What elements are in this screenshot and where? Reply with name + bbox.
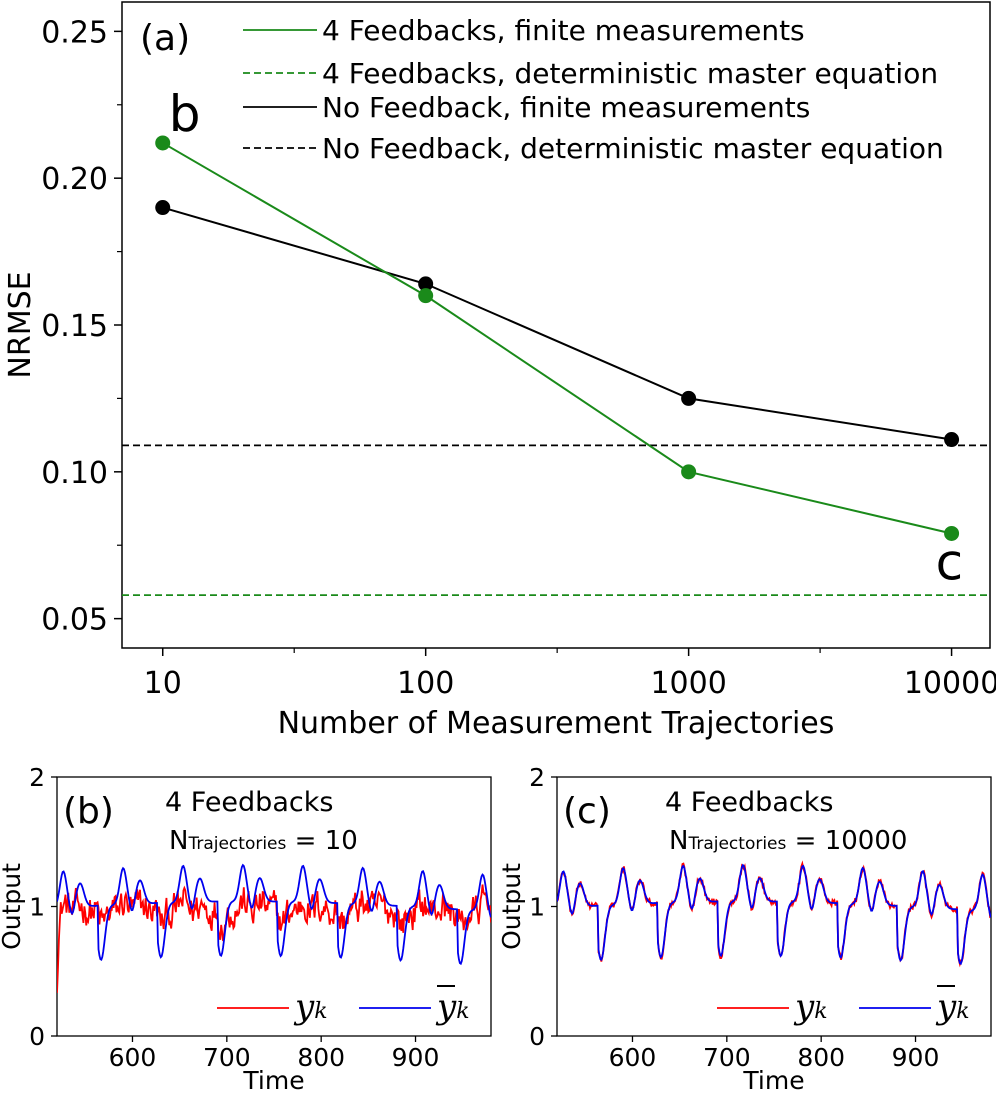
y-tick-label: 0.05 — [41, 603, 108, 638]
y-axis-label: Output — [497, 863, 526, 950]
x-tick-label: 900 — [892, 1043, 940, 1072]
subscript: k — [956, 999, 969, 1024]
y-tick-label: 0.20 — [41, 162, 108, 197]
y-axis-label: Output — [0, 863, 26, 950]
x-axis-label: Time — [742, 1066, 804, 1095]
data-point — [944, 525, 960, 541]
y-tick-label: 0 — [529, 1022, 545, 1051]
data-point — [155, 200, 171, 216]
series-line — [162, 142, 952, 535]
series-line-predicted — [557, 863, 991, 966]
y-tick-label: 2 — [529, 763, 545, 792]
x-tick-label: 800 — [797, 1043, 845, 1072]
x-tick-label: 700 — [703, 1043, 751, 1072]
legend-label: No Feedback, finite measurements — [322, 91, 810, 124]
data-point — [418, 288, 434, 304]
y-tick-label: 0 — [29, 1022, 45, 1051]
x-tick-label: 600 — [609, 1043, 657, 1072]
y-tick-label: 2 — [29, 763, 45, 792]
panel-subtitle: NTrajectories = 10000 — [669, 826, 907, 856]
x-tick-label: 1000 — [650, 666, 726, 701]
x-tick-label: 600 — [109, 1043, 157, 1072]
y-tick-label: 0.10 — [41, 456, 108, 491]
x-axis-label: Number of Measurement Trajectories — [278, 706, 835, 741]
data-point — [681, 464, 697, 480]
legend-label: yk — [293, 987, 328, 1027]
data-point — [155, 135, 171, 151]
legend-label: 4 Feedbacks, finite measurements — [322, 14, 805, 47]
legend-label: No Feedback, deterministic master equati… — [322, 132, 944, 165]
legend-label: yk — [793, 987, 828, 1027]
legend-label: yk — [435, 987, 470, 1027]
y-tick-label: 0.25 — [41, 15, 108, 50]
x-tick-label: 700 — [203, 1043, 251, 1072]
panel-c-output-chart: 0 1 2 600 700 800 900 Time Output (c) 4 Feedbacks N… — [497, 763, 992, 1095]
x-tick-label: 900 — [392, 1043, 440, 1072]
panel-title: 4 Feedbacks — [165, 787, 333, 818]
data-point — [681, 390, 697, 406]
panel-a-nrmse-chart: 0.05 0.10 0.15 0.20 0.25 10 100 1000 10000 Number… — [3, 1, 996, 741]
legend-label: yk — [935, 987, 970, 1027]
panel-label: (c) — [563, 791, 611, 832]
x-tick-label: 100 — [397, 666, 454, 701]
series-line-predicted — [57, 863, 491, 966]
legend-label: 4 Feedbacks, deterministic master equati… — [322, 57, 938, 90]
subtitle-value: = 10 — [286, 826, 357, 856]
subscript: Trajectories — [187, 834, 286, 854]
panel-label: (b) — [63, 791, 114, 832]
annotation-c: c — [936, 533, 964, 591]
panel-b-output-chart: 0 1 2 600 700 800 900 Time Output (b) 4 Feedbacks N… — [0, 763, 492, 1095]
x-tick-label: 800 — [297, 1043, 345, 1072]
panel-subtitle: NTrajectories = 10 — [169, 826, 358, 856]
y-tick-label: 0.15 — [41, 309, 108, 344]
subtitle-value: = 10000 — [786, 826, 907, 856]
y-axis-label: NRMSE — [3, 271, 38, 378]
x-tick-label: 10 — [144, 666, 182, 701]
subscript: k — [456, 999, 469, 1024]
subscript: k — [814, 999, 827, 1024]
series-line — [162, 206, 952, 441]
subscript: k — [314, 999, 327, 1024]
x-tick-label: 10000 — [904, 666, 996, 701]
panel-label: (a) — [140, 18, 190, 59]
x-axis-label: Time — [242, 1066, 304, 1095]
annotation-b: b — [169, 85, 201, 143]
panel-title: 4 Feedbacks — [665, 787, 833, 818]
data-point — [418, 276, 434, 292]
subscript: Trajectories — [687, 834, 786, 854]
y-tick-label: 1 — [529, 893, 545, 922]
y-tick-label: 1 — [29, 893, 45, 922]
data-point — [944, 432, 960, 448]
